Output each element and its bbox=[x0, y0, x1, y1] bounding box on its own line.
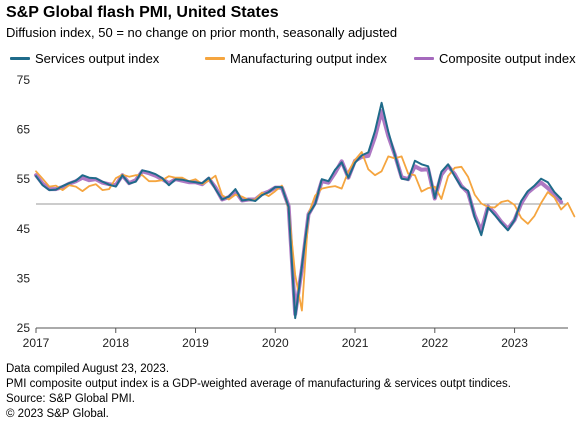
y-tick-label-45: 45 bbox=[17, 222, 31, 236]
y-tick-label-55: 55 bbox=[17, 172, 31, 186]
y-tick-label-35: 35 bbox=[17, 271, 31, 285]
y-tick-label-75: 75 bbox=[17, 73, 31, 87]
x-tick-label-2021: 2021 bbox=[342, 336, 369, 350]
chart-notes: Data compiled August 23, 2023. PMI compo… bbox=[6, 362, 511, 422]
note-methodology: PMI composite output index is a GDP-weig… bbox=[6, 378, 511, 390]
chart-legend: Services output index Manufacturing outp… bbox=[0, 51, 584, 71]
x-tick-label-2017: 2017 bbox=[23, 336, 50, 350]
legend-label-manufacturing: Manufacturing output index bbox=[230, 51, 387, 66]
legend-swatch-services bbox=[10, 57, 30, 60]
chart-title: S&P Global flash PMI, United States bbox=[6, 4, 279, 21]
note-copyright: © 2023 S&P Global. bbox=[6, 408, 109, 420]
note-data-compiled: Data compiled August 23, 2023. bbox=[6, 363, 170, 375]
y-tick-label-65: 65 bbox=[17, 123, 31, 137]
x-tick-label-2018: 2018 bbox=[102, 336, 129, 350]
y-tick-label-25: 25 bbox=[17, 321, 31, 335]
chart-subtitle: Diffusion index, 50 = no change on prior… bbox=[6, 25, 398, 40]
x-tick-label-2020: 2020 bbox=[262, 336, 289, 350]
legend-swatch-composite bbox=[414, 57, 434, 60]
line-chart: 25 35 45 55 65 75 2017 2018 2019 2020 2021 2022 2023 bbox=[17, 73, 576, 350]
series-line-composite bbox=[34, 109, 564, 317]
legend-label-services: Services output index bbox=[35, 51, 160, 66]
series-line-services bbox=[35, 101, 563, 320]
note-source: Source: S&P Global PMI. bbox=[6, 393, 135, 405]
x-tick-label-2023: 2023 bbox=[501, 336, 528, 350]
legend-item-manufacturing: Manufacturing output index bbox=[205, 51, 387, 66]
legend-label-composite: Composite output index bbox=[439, 51, 576, 66]
legend-item-composite: Composite output index bbox=[414, 51, 576, 66]
legend-item-services: Services output index bbox=[10, 51, 159, 66]
x-tick-label-2022: 2022 bbox=[421, 336, 448, 350]
legend-swatch-manufacturing bbox=[205, 57, 225, 60]
x-tick-label-2019: 2019 bbox=[182, 336, 209, 350]
series-line-manufacturing bbox=[35, 151, 576, 312]
